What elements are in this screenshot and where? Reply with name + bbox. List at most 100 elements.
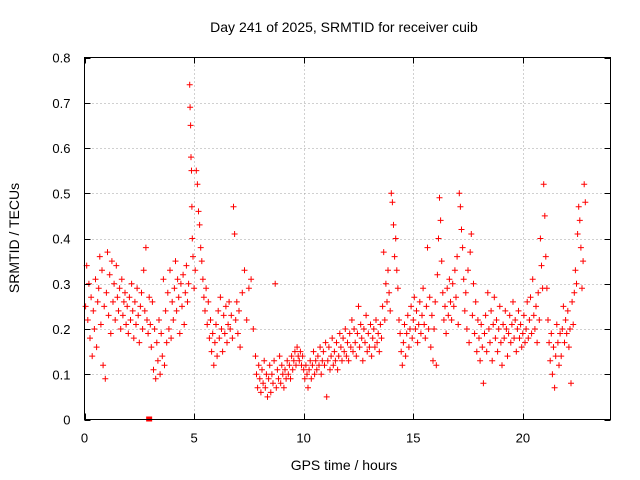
data-point bbox=[328, 353, 335, 360]
data-point bbox=[425, 326, 432, 332]
data-point bbox=[272, 280, 279, 287]
data-point bbox=[116, 285, 123, 292]
data-point bbox=[389, 199, 396, 206]
data-point bbox=[528, 330, 535, 337]
data-point bbox=[439, 289, 446, 296]
data-point bbox=[404, 312, 411, 319]
data-point bbox=[449, 280, 456, 287]
data-point bbox=[274, 366, 281, 373]
data-point bbox=[468, 231, 475, 237]
data-point bbox=[336, 330, 343, 337]
data-point bbox=[150, 366, 157, 373]
data-point bbox=[492, 335, 499, 342]
data-point bbox=[364, 348, 371, 355]
data-point bbox=[505, 330, 512, 337]
data-point bbox=[454, 253, 461, 260]
data-point bbox=[275, 375, 282, 382]
data-point bbox=[380, 249, 387, 256]
data-point bbox=[537, 235, 544, 242]
data-point bbox=[565, 344, 572, 351]
data-point bbox=[438, 258, 445, 265]
data-point bbox=[309, 362, 316, 369]
data-point bbox=[485, 326, 492, 332]
data-point bbox=[553, 321, 560, 328]
data-point bbox=[474, 317, 481, 323]
data-point bbox=[197, 244, 204, 251]
chart-title: Day 241 of 2025, SRMTID for receiver cui… bbox=[210, 19, 478, 35]
data-point bbox=[571, 289, 578, 296]
data-point bbox=[516, 335, 523, 342]
data-point bbox=[215, 307, 222, 314]
data-point bbox=[301, 375, 308, 382]
data-point bbox=[533, 303, 539, 310]
data-point bbox=[125, 330, 132, 337]
data-point bbox=[341, 348, 348, 355]
data-point bbox=[543, 285, 550, 292]
data-point bbox=[254, 384, 261, 391]
data-point bbox=[484, 289, 491, 296]
data-point bbox=[550, 344, 557, 351]
data-point bbox=[108, 258, 115, 265]
data-point bbox=[414, 339, 421, 346]
data-point bbox=[459, 244, 466, 251]
data-point bbox=[348, 317, 355, 323]
data-point bbox=[284, 357, 291, 364]
data-point bbox=[335, 353, 342, 360]
data-point bbox=[437, 217, 444, 224]
data-point bbox=[397, 330, 404, 337]
data-point bbox=[118, 276, 125, 283]
data-point bbox=[137, 303, 144, 310]
data-point bbox=[421, 321, 428, 328]
data-point bbox=[148, 344, 155, 351]
data-point bbox=[360, 326, 367, 332]
data-point bbox=[91, 326, 98, 332]
data-point bbox=[161, 362, 168, 369]
data-point bbox=[342, 326, 349, 332]
data-point bbox=[483, 348, 490, 355]
data-point bbox=[89, 353, 96, 360]
data-point bbox=[557, 330, 564, 337]
data-point bbox=[490, 321, 497, 328]
data-point bbox=[302, 362, 309, 369]
data-point bbox=[548, 330, 555, 337]
y-tick-label: 0.7 bbox=[52, 96, 70, 111]
data-point bbox=[123, 321, 130, 328]
data-point bbox=[316, 362, 322, 369]
data-point bbox=[144, 317, 150, 323]
data-point bbox=[434, 271, 441, 278]
data-point bbox=[368, 353, 375, 360]
data-point bbox=[236, 307, 242, 314]
data-point bbox=[524, 298, 531, 305]
data-point bbox=[271, 357, 278, 364]
data-point bbox=[237, 344, 244, 351]
data-point bbox=[355, 303, 362, 310]
data-point bbox=[213, 321, 219, 328]
data-point bbox=[211, 339, 218, 346]
data-point bbox=[334, 366, 341, 373]
data-point bbox=[332, 357, 339, 364]
data-point bbox=[186, 81, 193, 88]
data-point bbox=[278, 362, 285, 369]
data-point bbox=[286, 362, 293, 369]
data-point bbox=[134, 285, 141, 292]
data-point bbox=[410, 317, 417, 323]
data-point bbox=[103, 289, 110, 296]
plot-frame bbox=[84, 57, 611, 420]
data-point bbox=[461, 307, 468, 314]
data-point bbox=[538, 262, 545, 269]
data-point bbox=[263, 371, 270, 378]
data-point bbox=[402, 353, 409, 360]
data-point bbox=[107, 330, 114, 337]
data-point bbox=[126, 294, 133, 301]
data-point bbox=[110, 298, 116, 305]
data-point bbox=[136, 339, 143, 346]
data-point bbox=[574, 231, 581, 237]
data-point bbox=[394, 285, 401, 292]
data-point bbox=[514, 326, 521, 332]
data-point bbox=[480, 380, 487, 387]
data-point bbox=[463, 326, 470, 332]
data-point bbox=[188, 154, 194, 161]
data-point bbox=[388, 190, 395, 197]
data-point bbox=[510, 298, 516, 305]
data-point bbox=[399, 362, 406, 369]
